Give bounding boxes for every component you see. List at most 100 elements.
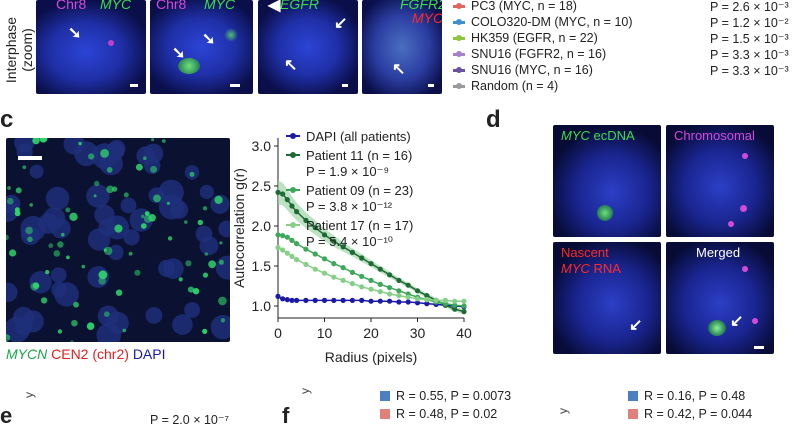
x-axis-label: Radius (pixels) (325, 349, 418, 365)
nucleus (158, 259, 176, 277)
data-point (303, 297, 309, 303)
legend-p-value: P = 1.9 × 10⁻⁹ (306, 164, 389, 179)
x-tick-label: 40 (456, 325, 472, 341)
data-point (442, 297, 448, 303)
scale-bar (754, 346, 764, 349)
data-point (289, 253, 295, 259)
nucleus (218, 220, 230, 238)
mycn-signal (150, 165, 158, 173)
mycn-signal (106, 167, 113, 173)
legend-label: Patient 09 (n = 23) (306, 183, 413, 198)
y-tick-label: 3.0 (252, 138, 272, 154)
data-point (461, 298, 467, 304)
mycn-signal (15, 187, 22, 194)
mycn-signal (14, 207, 20, 213)
data-point (368, 261, 374, 267)
mycn-signal (69, 212, 78, 221)
data-point (312, 225, 318, 231)
axis-label-partial: y (556, 408, 570, 414)
ecdna-cluster (178, 58, 200, 74)
mycn-signal (6, 234, 9, 241)
nucleus (158, 194, 185, 220)
data-point (294, 241, 300, 247)
mycn-signal (144, 211, 150, 216)
p-value: P = 2.6 × 10⁻³ (710, 0, 789, 14)
y-tick-label: 1.0 (252, 298, 272, 314)
x-tick-label: 30 (410, 325, 426, 341)
nucleus (210, 314, 230, 340)
data-point (452, 302, 458, 308)
nucleus (54, 282, 79, 307)
data-point (452, 306, 458, 312)
data-point (284, 197, 290, 203)
nascent-label: Nascent (561, 245, 609, 260)
mycn-signal (27, 236, 33, 243)
mycn-signal (197, 219, 203, 226)
y-tick-label: 2.5 (252, 178, 272, 194)
mycn-signal (81, 264, 86, 269)
legend-marker (290, 222, 296, 228)
nascent-myc-label: MYC (561, 261, 590, 276)
data-point (275, 232, 281, 238)
axis-label-partial: y (298, 388, 312, 394)
mycn-signal (57, 329, 63, 334)
p-value: P = 3.3 × 10⁻³ (710, 64, 789, 78)
ecdna-cluster (224, 28, 238, 42)
data-point (312, 266, 318, 272)
mycn-signal (122, 328, 127, 333)
mycn-signal (115, 289, 123, 296)
mycn-signal (29, 203, 33, 207)
data-point (280, 233, 286, 239)
data-point (396, 293, 402, 299)
legend-p-value: P = 5.4 × 10⁻¹⁰ (306, 234, 393, 249)
data-point (280, 247, 286, 253)
data-point (284, 250, 290, 256)
mycn-signal (202, 272, 209, 278)
legend-marker (290, 152, 296, 158)
mycn-signal (94, 180, 100, 187)
data-point (294, 257, 300, 263)
nascent-rna-label: RNA (589, 261, 621, 276)
mycn-signal (204, 252, 209, 256)
arrow-icon: ➘ (68, 25, 82, 42)
mycn-signal (6, 334, 11, 341)
mycn-signal (134, 269, 141, 276)
mycn-signal (123, 192, 129, 198)
mycn-signal (40, 297, 48, 304)
data-point (368, 277, 374, 283)
mycn-signal (100, 149, 109, 158)
mycn-signal (7, 197, 14, 205)
mycn-signal (218, 259, 224, 265)
data-point (377, 298, 383, 304)
data-point (303, 217, 309, 223)
panel-e-letter-partial: e (0, 403, 13, 428)
arrow-icon: ◀ (268, 0, 281, 14)
chromosomal-label: Chromosomal (674, 128, 755, 143)
data-point (303, 261, 309, 267)
mycn-signal (185, 260, 192, 267)
data-point (396, 277, 402, 283)
scale-bar (342, 84, 348, 87)
data-point (275, 245, 281, 251)
mycn-signal (73, 301, 79, 308)
nucleus (16, 143, 33, 160)
data-point (377, 289, 383, 295)
data-point (349, 281, 355, 287)
data-point (387, 272, 393, 278)
mycn-signal (39, 138, 48, 143)
data-point (396, 288, 402, 294)
data-point (414, 296, 421, 302)
legend-marker (290, 187, 296, 193)
mycn-signal (98, 277, 106, 285)
data-point (424, 301, 430, 307)
data-point (331, 261, 337, 267)
data-point (303, 246, 309, 252)
mycn-signal (192, 288, 200, 295)
p-value: P = 1.2 × 10⁻² (710, 16, 789, 30)
data-point (331, 274, 337, 280)
data-point (359, 255, 365, 261)
data-point (294, 297, 300, 303)
data-point (405, 282, 411, 288)
mycn-signal (70, 340, 74, 342)
fish-spot (742, 266, 748, 272)
